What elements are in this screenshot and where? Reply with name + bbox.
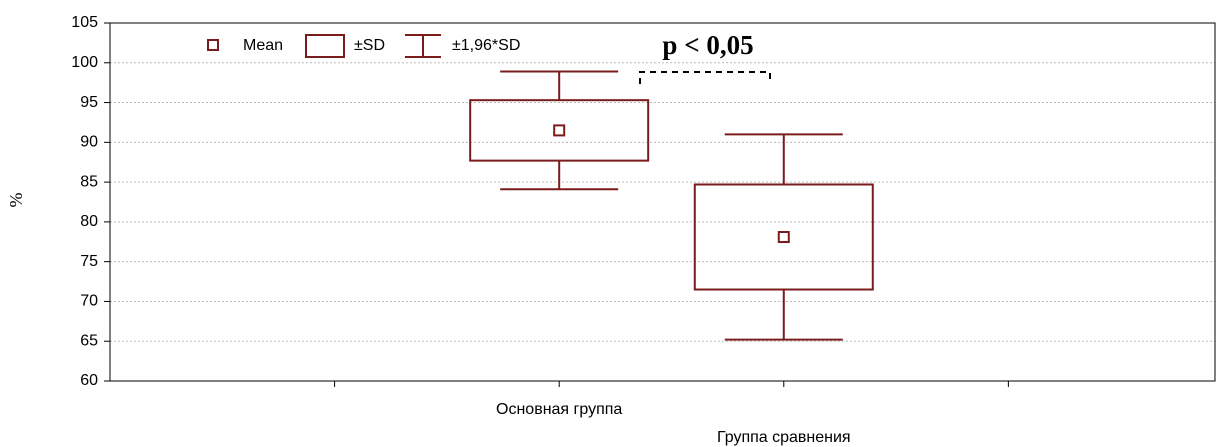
- y-tick-label: 75: [80, 253, 98, 270]
- legend-sd-icon: [305, 34, 345, 58]
- legend-whisker-icon: [405, 34, 441, 58]
- y-tick-label: 85: [80, 173, 98, 190]
- plot-frame: [109, 22, 1216, 382]
- legend-mean-icon: [207, 39, 219, 51]
- legend-label: ±SD: [354, 37, 385, 54]
- sd-box: [469, 99, 650, 162]
- sd-box: [693, 183, 874, 291]
- legend-label: Mean: [243, 37, 283, 54]
- y-tick-label: 100: [71, 54, 98, 71]
- y-tick-label: 95: [80, 94, 98, 111]
- legend-label: ±1,96*SD: [452, 37, 520, 54]
- annotation: p < 0,05: [662, 30, 753, 60]
- x-tick-label: Основная группа: [496, 401, 622, 418]
- x-tick-label: Группа сравнения: [717, 429, 851, 446]
- significance-bracket: [639, 71, 771, 84]
- mean-marker: [777, 231, 790, 244]
- y-tick-label: 65: [80, 332, 98, 349]
- y-axis-label: %: [6, 193, 26, 208]
- y-tick-label: 105: [71, 14, 98, 31]
- y-tick-label: 90: [80, 134, 98, 151]
- mean-marker: [553, 124, 566, 137]
- y-tick-label: 80: [80, 213, 98, 230]
- y-tick-label: 60: [80, 372, 98, 389]
- y-tick-label: 70: [80, 293, 98, 310]
